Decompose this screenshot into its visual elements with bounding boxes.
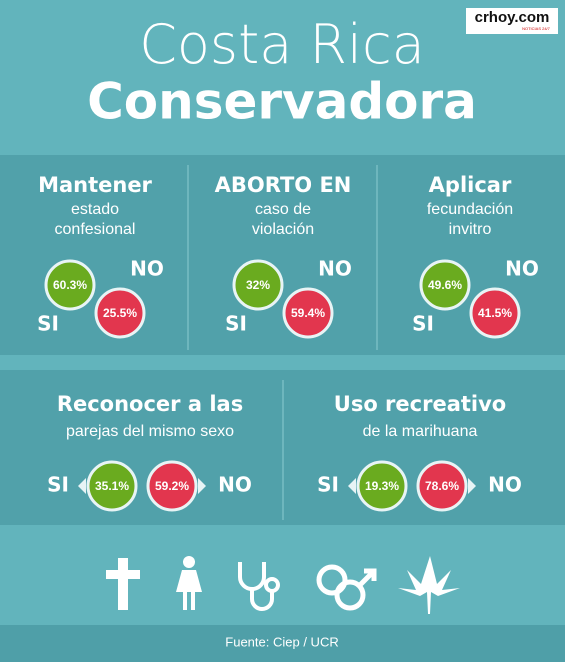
percentage: 32% (246, 278, 270, 292)
panel-title: Uso recreativo (334, 392, 506, 416)
percentage: 41.5% (478, 306, 512, 320)
bubble (416, 460, 468, 512)
pointer (78, 478, 86, 494)
panel-title: Mantener (38, 173, 152, 197)
no-label: NO (505, 257, 539, 281)
panel-title: Reconocer a las (57, 392, 243, 416)
bubble (419, 259, 471, 311)
no-label: NO (318, 257, 352, 281)
percentage: 59.4% (291, 306, 325, 320)
no-label: NO (218, 473, 252, 497)
percentage: 49.6% (428, 278, 462, 292)
si-label: SI (412, 312, 434, 336)
leaf-icon (398, 556, 460, 614)
percentage: 60.3% (53, 278, 87, 292)
title-line1: Costa Rica (139, 13, 425, 76)
panel-subtitle: fecundación (427, 201, 513, 218)
si-label: SI (47, 473, 69, 497)
si-label: SI (37, 312, 59, 336)
percentage: 35.1% (95, 479, 129, 493)
icons (106, 556, 460, 614)
panel-subtitle: estado (71, 201, 119, 218)
panel-title: Aplicar (429, 173, 512, 197)
panel-subtitle: parejas del mismo sexo (66, 423, 234, 440)
bubble (469, 287, 521, 339)
percentage: 19.3% (365, 479, 399, 493)
bubble (356, 460, 408, 512)
gender-icon (316, 564, 377, 611)
percentage: 59.2% (155, 479, 189, 493)
logo-box (466, 8, 558, 34)
panel-subtitle: de la marihuana (363, 423, 478, 440)
cross-icon (106, 558, 140, 610)
title-line2: Conservadora (87, 73, 477, 131)
woman-icon (176, 556, 202, 610)
pointer (468, 478, 476, 494)
si-label: SI (317, 473, 339, 497)
logo-sub: NOTICIAS 24/7 (522, 26, 551, 31)
bubble (86, 460, 138, 512)
panel-subtitle: violación (252, 221, 314, 238)
bubble (232, 259, 284, 311)
logo: crhoy.com (475, 9, 550, 26)
bubble (94, 287, 146, 339)
footer-source: Fuente: Ciep / UCR (225, 634, 338, 649)
no-label: NO (488, 473, 522, 497)
footer-band (0, 625, 565, 662)
panel-subtitle: caso de (255, 201, 311, 218)
si-label: SI (225, 312, 247, 336)
panel-subtitle: invitro (449, 221, 492, 238)
panel-subtitle: confesional (55, 221, 136, 238)
row-band (0, 155, 565, 355)
percentage: 25.5% (103, 306, 137, 320)
bubble (44, 259, 96, 311)
bubble (282, 287, 334, 339)
percentage: 78.6% (425, 479, 459, 493)
stethoscope-icon (238, 562, 280, 611)
panel-title: ABORTO EN (215, 173, 352, 197)
pointer (348, 478, 356, 494)
bubble (146, 460, 198, 512)
no-label: NO (130, 257, 164, 281)
pointer (198, 478, 206, 494)
